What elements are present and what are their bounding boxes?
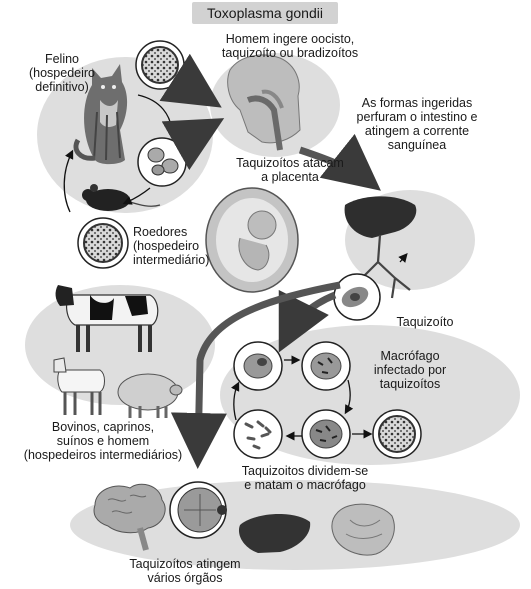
goat-icon — [53, 357, 105, 415]
label-taquizoitos-placenta: Taquizoítos atacam a placenta — [236, 156, 344, 184]
label-bovinos: Bovinos, caprinos, suínos e homem (hospe… — [23, 420, 183, 462]
label-taquizoito: Taquizoíto — [396, 315, 454, 329]
diagram-title: Toxoplasma gondii — [192, 2, 338, 24]
arrow-liver-to-macrophage — [278, 289, 337, 353]
cycle-arrow-d — [231, 381, 240, 421]
cat-icon — [73, 64, 128, 165]
macrophage-icon — [233, 341, 283, 391]
cycle-arrow-2 — [122, 187, 151, 205]
label-macrofago: Macrófago infectado por taquizoítos — [373, 349, 447, 391]
arrow-to-placenta — [295, 205, 300, 215]
released-tachyzoites-icon — [233, 409, 283, 459]
oocyst-icon — [135, 40, 185, 90]
macrophage-infected-icon — [301, 341, 351, 391]
label-atingem: Taquizoítos atingem vários órgãos — [129, 557, 241, 585]
tachyzoite-icon — [333, 273, 381, 321]
brain-icon — [93, 483, 166, 551]
fetus-icon — [205, 187, 299, 293]
cyst-final-icon — [372, 409, 422, 459]
label-felino: Felino (hospedeiro definitivo) — [28, 52, 95, 94]
cyst-icon — [137, 137, 187, 187]
mouse-icon — [82, 184, 161, 211]
stomach-icon — [331, 503, 395, 556]
rodent-cyst-icon — [77, 217, 129, 269]
arrow-to-human-2 — [161, 118, 225, 171]
label-formas-ingeridas: As formas ingeridas perfuram o intestino… — [356, 96, 478, 152]
label-homem-ingere: Homem ingere oocisto, taquizoíto ou brad… — [221, 32, 359, 60]
cycle-arrow-b — [344, 379, 354, 415]
label-dividem: Taquizoitos dividem-se e matam o macrófa… — [241, 464, 369, 492]
cow-icon — [55, 285, 159, 352]
arrow-to-organs — [170, 281, 341, 469]
liver-icon — [344, 196, 417, 299]
pig-icon — [117, 373, 183, 418]
arrow-to-human-1 — [159, 53, 222, 108]
label-roedores: Roedores (hospedeiro intermediário) — [133, 225, 210, 267]
arrow-to-bloodstream — [298, 133, 381, 191]
liver-organ-icon — [238, 514, 311, 553]
cycle-arrow-3 — [63, 149, 74, 213]
human-head-icon — [227, 54, 301, 151]
macrophage-dividing-icon — [301, 409, 351, 459]
eye-icon — [169, 481, 227, 539]
